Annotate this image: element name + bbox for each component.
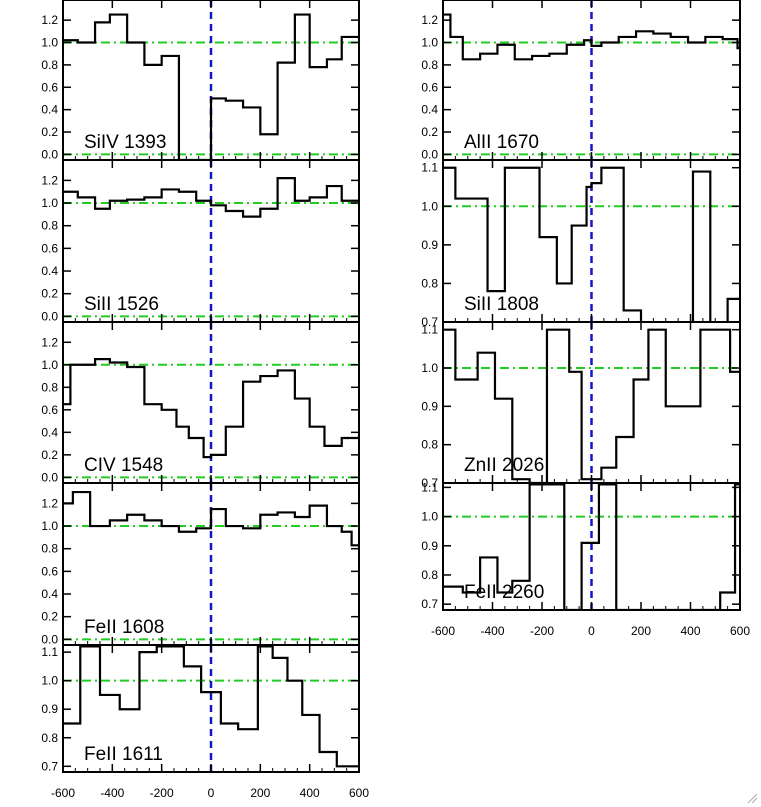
x-tick-label: 200 <box>631 624 651 638</box>
ion-label: FeII 1608 <box>84 617 164 638</box>
panel-civ-1548: 0.0 0.2 0.4 0.6 0.8 1.0 1.2 CIV 1548 <box>41 321 360 484</box>
ion-label: SiII 1808 <box>464 294 539 315</box>
y-tick-label: 0.6 <box>41 564 58 578</box>
spectrum-step-line <box>63 358 359 459</box>
y-tick-label: 0.4 <box>41 103 58 117</box>
y-tick-label: 0.8 <box>421 58 438 72</box>
y-tick-label: 0.2 <box>41 287 58 301</box>
ion-label: FeII 1611 <box>84 744 163 765</box>
y-tick-label: 1.2 <box>41 496 58 510</box>
y-tick-label: 0.0 <box>41 470 58 484</box>
y-tick-label: 1.0 <box>421 361 438 375</box>
y-tick-label: 0.4 <box>41 587 58 601</box>
x-tick-label: -400 <box>480 624 504 638</box>
spectrum-step-line <box>443 13 740 61</box>
y-tick-label: 0.6 <box>421 80 438 94</box>
x-tick-label: 0 <box>208 786 215 800</box>
y-tick-label: 0.2 <box>41 448 58 462</box>
y-tick-label: 0.7 <box>421 597 438 611</box>
x-tick-label: -200 <box>150 786 174 800</box>
spectrum-step-line <box>443 166 740 322</box>
y-tick-label: 1.1 <box>421 323 438 337</box>
spectrum-step-line <box>63 490 359 547</box>
ion-label: SiIV 1393 <box>84 132 166 153</box>
y-tick-label: 0.7 <box>421 315 438 329</box>
y-tick-label: 0.6 <box>41 80 58 94</box>
spectrum-step-line <box>63 645 359 768</box>
y-tick-label: 0.6 <box>41 403 58 417</box>
spectrum-step-line <box>443 483 740 610</box>
spectrum-step-line <box>63 177 359 218</box>
x-tick-label: 400 <box>680 624 700 638</box>
y-tick-label: 1.2 <box>41 13 58 27</box>
y-tick-label: 1.1 <box>421 161 438 175</box>
panel-alii-1670: 0.0 0.2 0.4 0.6 0.8 1.0 1.2 AlII 1670 <box>421 0 741 161</box>
ion-label: FeII 2260 <box>464 582 544 603</box>
panel-siii-1808: 0.7 0.8 0.9 1.0 1.1 SiII 1808 <box>421 159 741 329</box>
y-tick-label: 0.4 <box>41 425 58 439</box>
y-tick-label: 1.2 <box>421 13 438 27</box>
x-tick-label: 200 <box>250 786 270 800</box>
y-tick-label: 0.2 <box>41 610 58 624</box>
panel-feii-1608: 0.0 0.2 0.4 0.6 0.8 1.0 1.2 FeII 1608 <box>41 482 360 646</box>
y-tick-label: 0.2 <box>41 125 58 139</box>
x-tick-label: -600 <box>431 624 455 638</box>
x-tick-label: 400 <box>300 786 320 800</box>
y-tick-label: 0.8 <box>41 58 58 72</box>
y-tick-label: 1.0 <box>41 196 58 210</box>
panel-znii-2026: 0.7 0.8 0.9 1.0 1.1 ZnII 2026 <box>421 321 741 490</box>
y-tick-label: 1.0 <box>421 36 438 50</box>
ion-label: CIV 1548 <box>84 455 163 476</box>
y-tick-label: 0.7 <box>421 476 438 490</box>
ion-label: SiII 1526 <box>84 294 159 315</box>
y-tick-label: 0.9 <box>421 399 438 413</box>
panel-siii-1526: 0.0 0.2 0.4 0.6 0.8 1.0 1.2 SiII 1526 <box>41 159 360 323</box>
y-tick-label: 0.9 <box>421 238 438 252</box>
panel-feii-1611: 0.7 0.8 0.9 1.0 1.1 -600 -400 -200 0 200 400 600 FeI… <box>41 644 369 800</box>
y-tick-label: 0.2 <box>421 125 438 139</box>
y-tick-label: 0.4 <box>41 264 58 278</box>
panel-feii-2260: 0.7 0.8 0.9 1.0 1.1 -600 -400 -200 0 200 400 600 FeI… <box>421 480 750 638</box>
y-tick-label: 1.0 <box>41 519 58 533</box>
y-tick-label: 0.0 <box>421 147 438 161</box>
y-tick-label: 0.8 <box>421 276 438 290</box>
y-tick-label: 0.9 <box>421 539 438 553</box>
y-tick-label: 0.8 <box>41 380 58 394</box>
ion-label: AlII 1670 <box>464 132 539 153</box>
y-tick-label: 1.0 <box>41 674 58 688</box>
x-tick-label: -200 <box>530 624 554 638</box>
y-tick-label: 1.0 <box>421 510 438 524</box>
y-tick-label: 1.0 <box>41 36 58 50</box>
x-tick-label: 600 <box>730 624 750 638</box>
y-tick-label: 0.4 <box>421 103 438 117</box>
resize-grip-icon[interactable] <box>747 793 758 804</box>
y-tick-label: 0.0 <box>41 309 58 323</box>
y-tick-label: 0.8 <box>41 731 58 745</box>
y-tick-label: 0.7 <box>41 759 58 773</box>
y-tick-label: 1.0 <box>41 358 58 372</box>
y-tick-label: 0.0 <box>41 632 58 646</box>
spectrum-step-line <box>63 13 359 160</box>
y-tick-label: 1.2 <box>41 335 58 349</box>
x-tick-label: -400 <box>100 786 124 800</box>
x-tick-label: -600 <box>51 786 75 800</box>
y-tick-label: 0.6 <box>41 241 58 255</box>
ion-label: ZnII 2026 <box>464 455 544 476</box>
y-tick-label: 0.9 <box>41 702 58 716</box>
y-tick-label: 0.8 <box>421 438 438 452</box>
y-tick-label: 1.2 <box>41 173 58 187</box>
y-tick-label: 1.1 <box>421 480 438 494</box>
y-tick-label: 0.8 <box>41 219 58 233</box>
y-tick-label: 1.0 <box>421 199 438 213</box>
x-tick-label: 600 <box>349 786 369 800</box>
panel-siiv-1393: 0.0 0.2 0.4 0.6 0.8 1.0 1.2 SiIV 1393 <box>41 0 360 161</box>
y-tick-label: 1.1 <box>41 645 58 659</box>
y-tick-label: 0.8 <box>421 568 438 582</box>
y-tick-label: 0.8 <box>41 542 58 556</box>
y-tick-label: 0.0 <box>41 147 58 161</box>
x-tick-label: 0 <box>588 624 595 638</box>
